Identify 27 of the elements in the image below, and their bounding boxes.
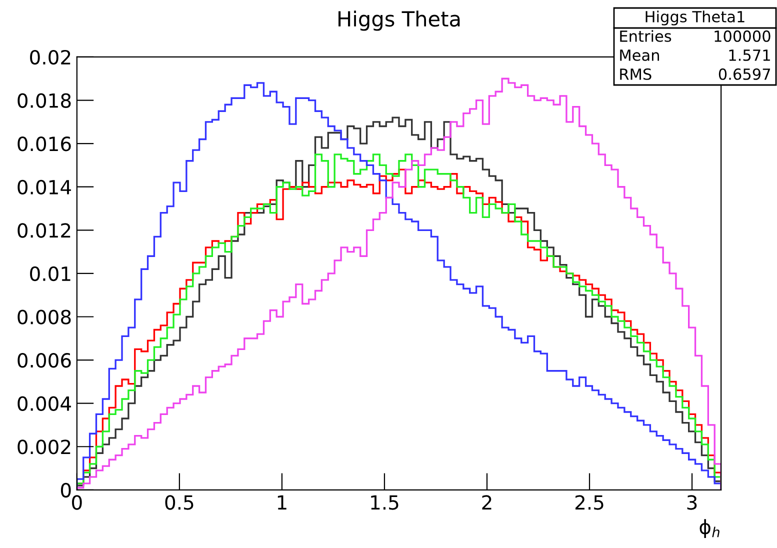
- x-axis-title: ϕ$_{h}$: [700, 519, 720, 538]
- text: Higgs Theta1: [646, 10, 744, 26]
- text: 1.571: [729, 50, 770, 61]
- text: 100000: [714, 30, 770, 42]
- y-tick-label: 0.01: [30, 266, 70, 282]
- text: Entries: [620, 30, 672, 42]
- y-tick-label: 0: [60, 482, 71, 498]
- y-tick-label: 0.014: [18, 180, 71, 195]
- x-tick-label: 3: [687, 495, 697, 510]
- y-tick-label: 0.008: [18, 310, 71, 324]
- y-tick-label: 0.006: [18, 352, 71, 368]
- y-tick-label: 0.002: [18, 440, 70, 454]
- x-tick-label: 2.5: [575, 495, 604, 510]
- annotation: 0.6597: [718, 68, 770, 80]
- chart-title: Higgs Theta: [338, 10, 460, 31]
- x-tick-label: 1.5: [371, 495, 398, 510]
- x-tick-label: 0: [72, 495, 82, 510]
- annotation: RMS: [620, 68, 652, 80]
- x-tick-label: 0.5: [165, 495, 194, 510]
- x-tick-label: 1: [278, 495, 286, 510]
- y-tick-label: 0.018: [18, 93, 71, 108]
- y-tick-label: 0.02: [30, 50, 70, 65]
- y-tick-label: 0.016: [18, 136, 71, 152]
- x-tick-label: 2: [482, 495, 492, 510]
- annotation: Mean: [620, 50, 659, 61]
- y-tick-label: 0.004: [18, 396, 71, 411]
- y-tick-label: 0.012: [18, 223, 70, 238]
